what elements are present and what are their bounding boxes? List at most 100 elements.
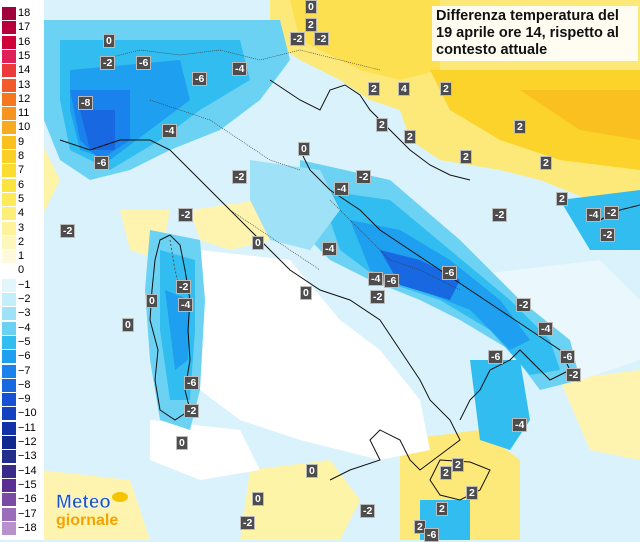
legend-entry: 16: [0, 35, 44, 50]
legend-label: 2: [18, 235, 25, 248]
legend-entry: −3: [0, 306, 44, 322]
anomaly-value-label: 0: [298, 142, 310, 156]
legend-label: 17: [18, 21, 31, 34]
anomaly-value-label: -4: [178, 298, 194, 312]
legend-label: 9: [18, 135, 25, 148]
legend-entry: −14: [0, 464, 44, 479]
anomaly-value-label: 2: [452, 458, 464, 472]
anomaly-value-label: 2: [556, 192, 568, 206]
legend-entry: 15: [0, 49, 44, 64]
legend-entry: −18: [0, 521, 44, 536]
anomaly-value-label: -6: [136, 56, 152, 70]
legend-entry: −6: [0, 349, 44, 365]
legend-entry: 4: [0, 206, 44, 222]
legend-swatch: [2, 7, 16, 21]
anomaly-value-label: -2: [600, 228, 616, 242]
anomaly-value-label: -2: [314, 32, 330, 46]
anomaly-value-label: -6: [442, 266, 458, 280]
anomaly-value-label: -2: [184, 404, 200, 418]
legend-swatch: [2, 235, 16, 250]
legend-entry: 9: [0, 135, 44, 150]
anomaly-value-label: -6: [184, 376, 200, 390]
legend-entry: 13: [0, 78, 44, 93]
legend-entry: 14: [0, 63, 44, 79]
legend-swatch: [2, 521, 16, 536]
legend-entry: −9: [0, 392, 44, 408]
legend-swatch: [2, 150, 16, 164]
anomaly-value-label: -2: [356, 170, 372, 184]
legend-swatch: [2, 207, 16, 222]
legend-entry: −8: [0, 378, 44, 393]
legend-label: 15: [18, 49, 31, 62]
legend-swatch: [2, 107, 16, 122]
legend-swatch: [2, 178, 16, 193]
legend-label: 3: [18, 221, 25, 234]
anomaly-value-label: -2: [566, 368, 582, 382]
legend-entry: −15: [0, 478, 44, 493]
legend-label: 12: [18, 92, 31, 105]
legend-entry: 17: [0, 20, 44, 36]
legend-swatch: [2, 35, 16, 50]
anomaly-value-label: 2: [376, 118, 388, 132]
anomaly-value-label: 0: [103, 34, 115, 48]
legend-label: −17: [18, 507, 37, 520]
legend-entry: 5: [0, 192, 44, 207]
legend-swatch: [2, 335, 16, 350]
legend-swatch: [2, 49, 16, 64]
logo-line-2: giornale: [56, 512, 119, 529]
anomaly-value-label: 2: [540, 156, 552, 170]
anomaly-value-label: 0: [306, 464, 318, 478]
anomaly-value-label: 0: [146, 294, 158, 308]
legend-swatch: [2, 293, 16, 307]
legend-swatch: [2, 436, 16, 450]
legend-label: 8: [18, 150, 25, 162]
legend-swatch: [2, 135, 16, 150]
legend-entry: −11: [0, 421, 44, 436]
anomaly-value-label: 2: [368, 82, 380, 96]
anomaly-value-label: -6: [560, 350, 576, 364]
anomaly-value-label: 2: [440, 82, 452, 96]
anomaly-value-label: -6: [488, 350, 504, 364]
anomaly-value-label: 2: [404, 130, 416, 144]
anomaly-value-label: -4: [322, 242, 338, 256]
legend-entry: −2: [0, 292, 44, 307]
legend-entry: −4: [0, 321, 44, 336]
anomaly-value-label: 2: [305, 18, 317, 32]
legend-entry: 10: [0, 120, 44, 136]
legend-label: 11: [18, 107, 30, 120]
legend-swatch: [2, 393, 16, 408]
legend-swatch: [2, 321, 16, 336]
legend-label: −3: [18, 307, 31, 320]
legend-swatch: [2, 378, 16, 393]
anomaly-value-label: 2: [514, 120, 526, 134]
legend-label: 13: [18, 78, 31, 91]
legend-entry: 12: [0, 92, 44, 107]
anomaly-value-label: 2: [460, 150, 472, 164]
legend-label: 1: [18, 250, 25, 263]
legend-label: −12: [18, 436, 37, 448]
legend-swatch: [2, 407, 16, 422]
anomaly-value-label: 0: [300, 286, 312, 300]
legend-label: −9: [18, 393, 31, 406]
anomaly-value-label: -2: [176, 280, 192, 294]
legend-entry: −7: [0, 364, 44, 379]
anomaly-value-label: -2: [290, 32, 306, 46]
logo-line-1: Meteo: [56, 492, 112, 514]
legend-swatch: [2, 250, 16, 265]
legend-swatch: [2, 278, 16, 293]
anomaly-value-label: 0: [252, 492, 264, 506]
color-scale-legend: 18 17 16 15 14 13 12 11 10 9 8 7 6 5 4 3 2 1 0 −1 −2 −3 −4 −5 −6…: [0, 0, 44, 540]
legend-entry: 8: [0, 149, 44, 164]
legend-entry: −13: [0, 449, 44, 465]
anomaly-value-label: -4: [512, 418, 528, 432]
legend-label: 4: [18, 207, 25, 220]
anomaly-value-label: -6: [192, 72, 208, 86]
legend-label: −4: [18, 321, 31, 334]
anomaly-value-label: 2: [440, 466, 452, 480]
legend-swatch: [2, 464, 16, 479]
legend-label: −6: [18, 350, 31, 363]
legend-swatch: [2, 21, 16, 36]
legend-swatch: [2, 307, 16, 322]
legend-entry: −1: [0, 278, 44, 293]
